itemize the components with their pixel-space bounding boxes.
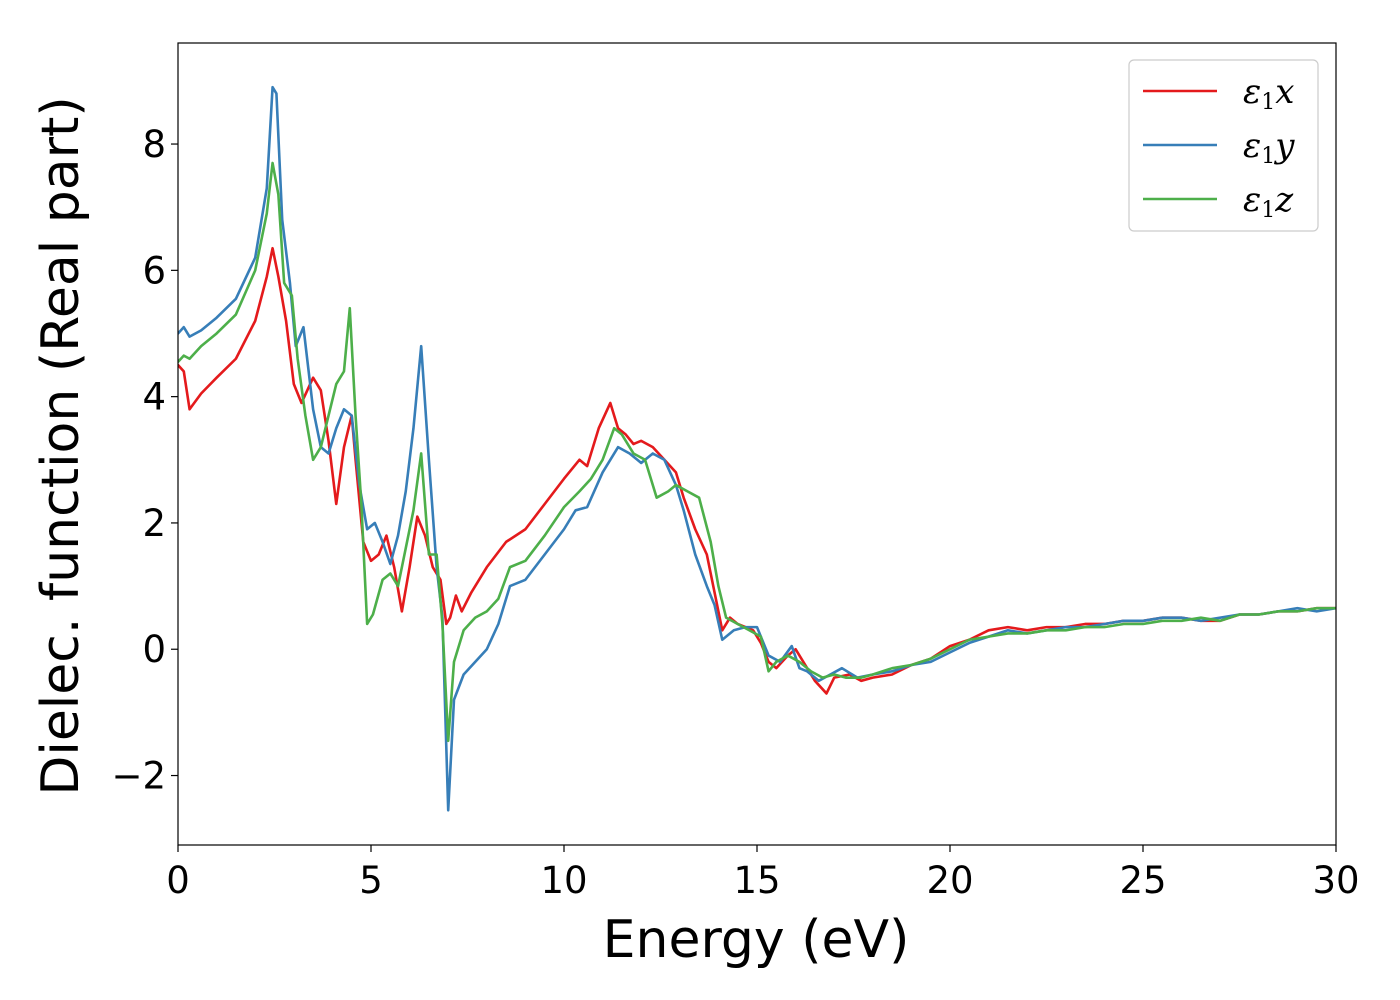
x-tick-label: 10 bbox=[540, 859, 587, 902]
plot-area bbox=[178, 85, 1336, 812]
legend-label-y: ε1y bbox=[1243, 126, 1295, 169]
y-axis-label: Dielec. function (Real part) bbox=[31, 96, 91, 795]
y-tick-label: −2 bbox=[111, 755, 166, 798]
y-tick-label: 4 bbox=[142, 376, 166, 419]
x-tick-label: 0 bbox=[166, 859, 190, 902]
y-tick-label: 2 bbox=[142, 502, 166, 545]
legend: ε1x ε1y ε1z bbox=[1128, 59, 1319, 232]
x-tick-label: 5 bbox=[359, 859, 383, 902]
x-tick-label: 20 bbox=[926, 859, 973, 902]
y-tick-label: 0 bbox=[142, 628, 166, 671]
legend-label-x: ε1x bbox=[1243, 72, 1294, 115]
x-axis-label: Energy (eV) bbox=[603, 910, 910, 970]
y-tick-label: 8 bbox=[142, 123, 166, 166]
x-tick-label: 15 bbox=[733, 859, 780, 902]
x-tick-label: 30 bbox=[1312, 859, 1359, 902]
series-line-x bbox=[178, 246, 1336, 695]
legend-box bbox=[1128, 59, 1319, 232]
x-tick-label: 25 bbox=[1119, 859, 1166, 902]
y-tick-label: 6 bbox=[142, 249, 166, 292]
series-line-z bbox=[178, 161, 1336, 743]
axes: 0 5 10 15 20 25 30 −2 0 2 4 6 8 bbox=[111, 42, 1360, 902]
legend-label-z: ε1z bbox=[1243, 180, 1294, 223]
